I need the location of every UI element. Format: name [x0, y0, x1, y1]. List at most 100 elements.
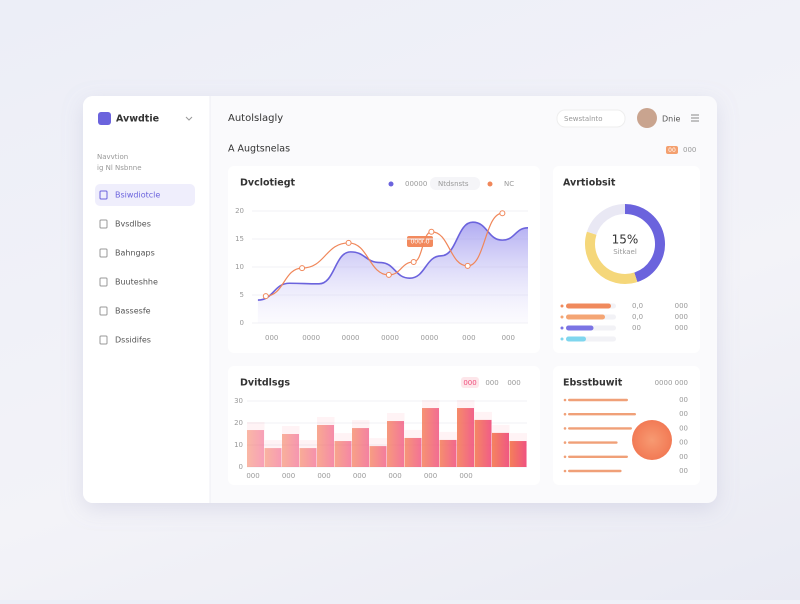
- nav-icon: [99, 306, 108, 316]
- panel-title: Avrtiobsit: [563, 178, 616, 189]
- tab[interactable]: 000: [507, 379, 520, 387]
- bar: [566, 314, 605, 320]
- nav-icon: [99, 335, 108, 345]
- progress-note: 00: [679, 424, 688, 432]
- panel-title: Ebsstbuwit: [563, 378, 623, 389]
- x-tick-label: 000: [462, 334, 475, 342]
- bullet: [560, 304, 564, 308]
- tab[interactable]: 000: [485, 379, 498, 387]
- badge[interactable]: [666, 146, 678, 154]
- user-name: Dnie: [662, 115, 680, 124]
- nav-active: [95, 184, 195, 206]
- bar: [566, 325, 594, 331]
- nav-item[interactable]: Dssidifes: [115, 336, 151, 345]
- donut-segment: [624, 204, 665, 283]
- bar: [299, 448, 317, 467]
- bar: [317, 424, 334, 467]
- bar: [566, 303, 611, 309]
- progress-note: 00: [679, 396, 688, 404]
- area: [257, 222, 528, 323]
- x-tick-label: 0000: [381, 334, 399, 342]
- bar-note: 000: [675, 313, 688, 321]
- nav-item[interactable]: Bvsdlbes: [115, 220, 151, 229]
- nav-section: Navvtion: [97, 153, 128, 161]
- donut-segment: [585, 231, 638, 284]
- chevron[interactable]: [185, 116, 193, 121]
- bullet: [560, 326, 564, 330]
- search-text: Sewstalnto: [564, 115, 603, 123]
- avatar[interactable]: [637, 108, 657, 128]
- progress-note: 00: [679, 467, 688, 475]
- tab-active[interactable]: [461, 377, 479, 388]
- bullet: [563, 469, 567, 473]
- line: [257, 221, 529, 301]
- bar: [566, 336, 586, 342]
- progress-bar: [568, 413, 636, 416]
- bar: [334, 441, 352, 467]
- x-tick-label: 000: [353, 472, 366, 480]
- point: [262, 293, 269, 300]
- nav-subsection: ig Nl Nsbnne: [97, 164, 142, 172]
- legend-pill-text: Ntdsnsts: [438, 180, 469, 188]
- legend-pill[interactable]: [430, 177, 480, 190]
- tab[interactable]: 000: [463, 379, 476, 387]
- legend-label: NC: [504, 180, 514, 188]
- legend-label: 00000: [405, 180, 427, 188]
- x-tick-label: 000: [282, 472, 295, 480]
- y-tick-label: 10: [234, 441, 243, 449]
- search[interactable]: [556, 109, 626, 128]
- progress-bar: [568, 469, 622, 473]
- progress-bar: [568, 398, 628, 402]
- y-tick-label: 0: [240, 319, 244, 327]
- nav-icon: [99, 248, 108, 258]
- point: [345, 239, 352, 246]
- bar: [282, 434, 299, 467]
- panel-link[interactable]: 0000 000: [655, 379, 688, 387]
- bullet: [560, 337, 564, 341]
- nav-item[interactable]: Bassesfe: [115, 307, 151, 316]
- x-tick-label: 000: [459, 472, 472, 480]
- section-link[interactable]: 000: [683, 146, 696, 154]
- panel-title: Dvitdlsgs: [240, 378, 290, 389]
- menu-icon[interactable]: [691, 114, 699, 122]
- page-title: Autolslagly: [228, 113, 283, 124]
- bullet: [560, 315, 564, 319]
- nav-item[interactable]: Bahngaps: [115, 249, 155, 258]
- nav-item[interactable]: Buuteshhe: [115, 278, 158, 287]
- legend-dot: [388, 181, 394, 187]
- bar-note: 00: [632, 324, 641, 332]
- bar-note: 000: [675, 324, 688, 332]
- bullet: [563, 441, 567, 444]
- bar: [474, 419, 492, 467]
- progress-note: 00: [679, 410, 688, 418]
- x-tick-label: 000: [388, 472, 401, 480]
- annotation: 00000: [410, 239, 429, 246]
- y-tick-label: 20: [235, 207, 244, 215]
- nav-icon: [99, 277, 108, 287]
- bullet: [563, 427, 567, 430]
- badge-text: 00: [668, 147, 676, 154]
- x-tick-label: 000: [265, 334, 278, 342]
- point: [410, 258, 417, 265]
- nav-item[interactable]: Bsiwdiotcle: [115, 191, 160, 200]
- point: [499, 210, 506, 217]
- progress-note: 00: [679, 439, 688, 447]
- bar: [387, 421, 404, 467]
- bar: [439, 439, 457, 467]
- x-tick-label: 0000: [302, 334, 320, 342]
- x-tick-label: 000: [317, 472, 330, 480]
- nav-icon: [99, 190, 108, 200]
- bar: [492, 432, 509, 467]
- y-tick-label: 0: [239, 463, 243, 471]
- legend-dot: [487, 181, 493, 187]
- bar: [457, 408, 474, 467]
- bar: [352, 428, 369, 467]
- x-tick-label: 0000: [342, 334, 360, 342]
- x-tick-label: 000: [246, 472, 259, 480]
- point: [385, 271, 392, 278]
- bullet: [563, 398, 567, 402]
- bullet: [563, 455, 567, 459]
- progress-bar: [568, 441, 618, 444]
